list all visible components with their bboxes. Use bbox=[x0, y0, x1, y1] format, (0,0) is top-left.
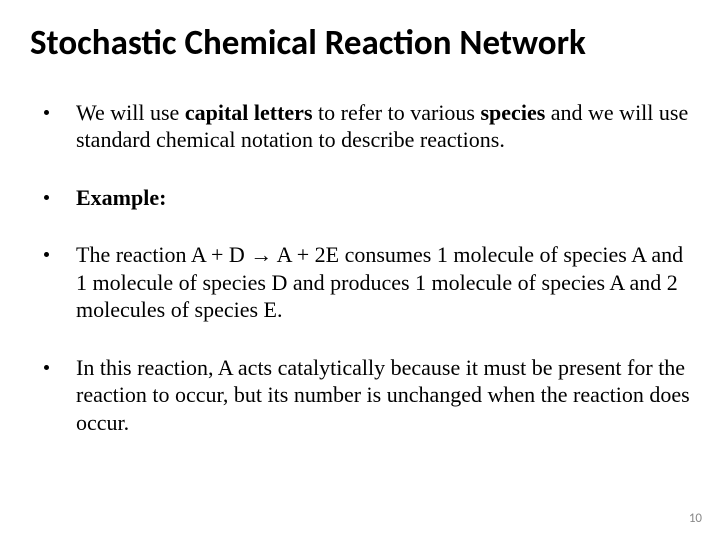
page-number: 10 bbox=[689, 511, 702, 526]
text-run-bold: Example: bbox=[76, 185, 166, 210]
text-run: to refer to various bbox=[313, 100, 481, 125]
list-item: In this reaction, A acts catalytically b… bbox=[44, 354, 690, 437]
bullet-list: We will use capital letters to refer to … bbox=[30, 99, 690, 437]
text-run: We will use bbox=[76, 100, 185, 125]
text-run-bold: species bbox=[481, 100, 546, 125]
list-item: Example: bbox=[44, 184, 690, 212]
text-run: The reaction A + D → A + 2E consumes 1 m… bbox=[76, 242, 683, 322]
page-title: Stochastic Chemical Reaction Network bbox=[30, 24, 690, 63]
slide: Stochastic Chemical Reaction Network We … bbox=[0, 0, 720, 540]
list-item: We will use capital letters to refer to … bbox=[44, 99, 690, 154]
list-item: The reaction A + D → A + 2E consumes 1 m… bbox=[44, 241, 690, 324]
text-run-bold: capital letters bbox=[185, 100, 313, 125]
text-run: In this reaction, A acts catalytically b… bbox=[76, 355, 690, 435]
